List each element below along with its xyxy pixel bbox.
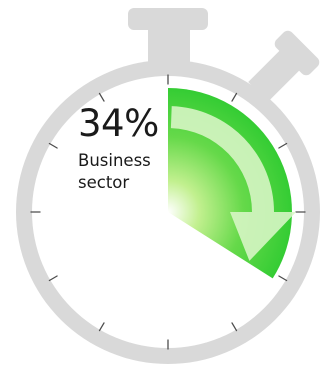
caption-label: Business sector <box>78 151 151 192</box>
percent-label: 34% <box>78 102 159 145</box>
tick-mark <box>278 142 288 149</box>
tick-mark <box>98 322 105 332</box>
tick-mark <box>48 142 58 149</box>
tick-mark <box>231 92 238 102</box>
tick-mark <box>48 275 58 282</box>
tick-marks <box>30 74 306 350</box>
tick-mark <box>278 275 288 282</box>
tick-mark <box>231 322 238 332</box>
percentage-readout: 34% Business sector <box>78 104 178 194</box>
crown-stem <box>148 24 190 62</box>
clockwise-arrow-icon <box>170 106 296 261</box>
tick-mark <box>98 92 105 102</box>
side-button <box>248 30 320 102</box>
